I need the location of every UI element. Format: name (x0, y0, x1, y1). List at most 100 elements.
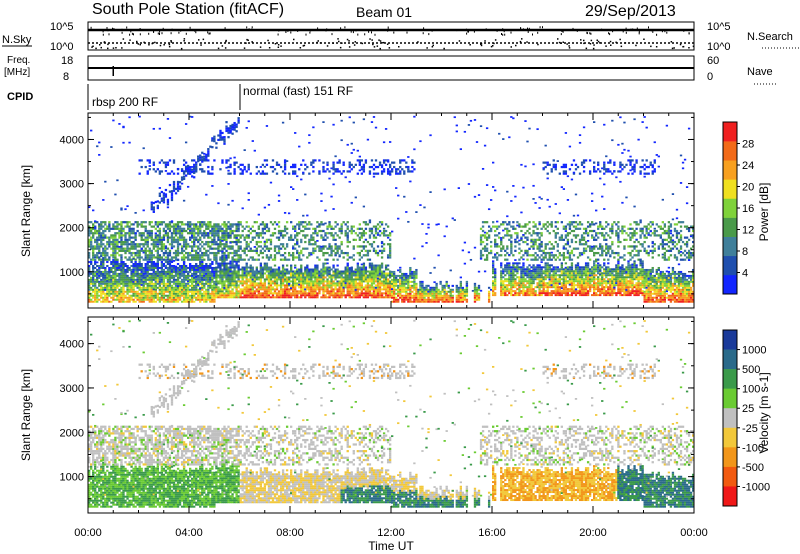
power-cell (332, 280, 335, 283)
power-cell (411, 170, 414, 173)
power-cell (225, 159, 228, 162)
power-cell (106, 251, 109, 255)
power-cell (110, 263, 113, 265)
nsky-sample (625, 31, 627, 34)
power-cell (310, 292, 313, 295)
power-cell (180, 221, 184, 224)
power-cell (241, 270, 244, 273)
power-cell (263, 159, 267, 162)
power-cell (199, 270, 202, 273)
power-cell (108, 223, 111, 226)
power-cell (120, 276, 123, 279)
power-cell (269, 272, 273, 275)
power-cell (257, 296, 260, 299)
nsearch-sample (494, 39, 497, 41)
power-cell (184, 243, 188, 246)
power-cell (259, 286, 263, 289)
power-cell (207, 266, 210, 269)
power-cell (391, 290, 394, 293)
power-cell (189, 172, 192, 175)
power-cell (342, 278, 345, 281)
power-cell (324, 234, 327, 237)
power-cell (362, 280, 366, 283)
power-cell (134, 300, 137, 303)
power-cell (263, 206, 267, 209)
power-cell (413, 296, 416, 299)
power-cell (397, 288, 400, 291)
power-cell (110, 266, 113, 269)
power-cell (334, 245, 337, 248)
power-cell (126, 274, 129, 277)
power-cell (229, 262, 232, 265)
power-cell (261, 229, 265, 233)
power-cell (112, 290, 115, 293)
power-cell (209, 221, 212, 224)
power-cell (273, 288, 277, 291)
power-cell (201, 292, 204, 295)
power-cell (112, 292, 115, 295)
power-cell (328, 266, 331, 269)
power-cell (219, 131, 222, 135)
power-cell (370, 227, 374, 230)
power-cell (302, 290, 305, 293)
power-cell (191, 166, 194, 168)
power-cell (237, 240, 240, 244)
nsky-sample (502, 28, 504, 31)
power-cell (380, 266, 384, 269)
power-cell (403, 282, 406, 285)
power-cell (380, 232, 384, 235)
nsearch-sample (469, 44, 471, 46)
power-cell (344, 284, 347, 287)
power-cell (314, 227, 317, 230)
nsky-sample (652, 30, 654, 33)
power-cell (209, 145, 212, 148)
power-cell (259, 288, 263, 291)
power-cell (193, 234, 196, 237)
power-cell (182, 280, 186, 283)
power-cell (350, 284, 353, 287)
power-cell (148, 292, 151, 295)
power-cell (108, 243, 111, 246)
power-cell (166, 227, 170, 230)
power-cell (292, 188, 295, 190)
power-cell (213, 270, 216, 273)
power-cell (300, 278, 303, 281)
power-cell (294, 243, 297, 246)
power-cell (201, 296, 204, 299)
power-cell (320, 223, 323, 226)
power-cell (346, 274, 349, 277)
power-cell (162, 263, 166, 265)
power-cell (285, 282, 289, 285)
power-cell (287, 272, 291, 275)
power-cell (310, 163, 313, 166)
power-cell (271, 170, 275, 173)
power-cell (281, 278, 285, 281)
power-cell (172, 229, 176, 233)
power-cell (172, 225, 176, 228)
power-cell (233, 234, 236, 237)
power-cell (154, 223, 157, 226)
power-cell (114, 238, 117, 241)
power-cell (160, 170, 164, 173)
power-cell (146, 254, 149, 257)
power-cell (225, 272, 228, 275)
power-cell (120, 270, 123, 273)
power-cell (197, 294, 200, 297)
power-cell (180, 227, 184, 230)
power-cell (227, 127, 230, 130)
power-cell (271, 258, 275, 261)
power-cell (114, 290, 117, 293)
nsky-sample (601, 28, 603, 31)
power-cell (227, 270, 230, 273)
power-cell (130, 229, 133, 233)
power-cell (106, 278, 109, 281)
power-cell (134, 236, 137, 239)
power-cell (312, 232, 315, 235)
power-cell (372, 286, 376, 289)
power-cell (384, 163, 388, 166)
power-cell (241, 292, 244, 295)
power-cell (229, 232, 232, 235)
power-cell (366, 286, 370, 289)
power-cell (360, 272, 364, 275)
power-cell (176, 187, 180, 190)
